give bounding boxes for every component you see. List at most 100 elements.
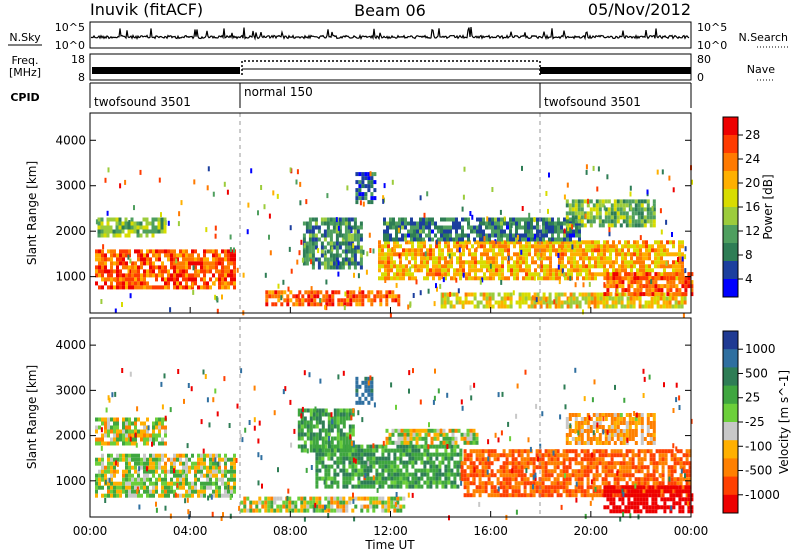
power-region: [265, 290, 401, 307]
ytick-label: 3000: [55, 383, 86, 397]
colorbar-swatch: [723, 476, 738, 496]
cpid-mode-2: normal 150: [244, 85, 313, 99]
nave-tick-low: 0: [697, 71, 704, 84]
power-region: [378, 240, 684, 281]
colorbar-swatch: [723, 243, 738, 262]
freq-band-left: [92, 67, 240, 74]
ytick-label: 1000: [55, 474, 86, 488]
colorbar-tick-label: 1000: [745, 342, 776, 356]
colorbar-swatch: [723, 440, 738, 459]
colorbar-tick-label: 500: [745, 366, 768, 380]
velocity-colorbar: 1000 500 25 -25 -100 -500 -1000 Velocity [m s^…: [722, 330, 791, 514]
cpid-label: CPID: [10, 91, 39, 104]
beam-title: Beam 06: [354, 1, 426, 20]
power-colorbar-title: Power [dB]: [761, 174, 775, 239]
power-region: [383, 217, 581, 242]
xtick-label: 08:00: [273, 524, 308, 538]
colorbar-tick-label: 8: [745, 248, 753, 262]
velocity-ylabel: Slant Range [km]: [25, 365, 39, 469]
velocity-region: [565, 413, 656, 445]
colorbar-swatch: [723, 225, 738, 244]
colorbar-tick-label: 28: [745, 128, 760, 142]
ytick-label: 4000: [55, 133, 86, 147]
velocity-region: [315, 444, 463, 489]
colorbar-tick-label: 16: [745, 200, 760, 214]
colorbar-swatch: [723, 261, 738, 280]
colorbar-swatch: [723, 458, 738, 478]
nsearch-tick-high: 10^5: [697, 21, 727, 34]
xtick-label: 16:00: [473, 524, 508, 538]
nave-line: [241, 60, 541, 75]
power-scatter: [95, 164, 693, 318]
cpid-mode-1: twofsound 3501: [94, 95, 191, 109]
power-region: [95, 249, 236, 290]
velocity-yaxis: 4000 3000 2000 1000: [55, 338, 691, 488]
velocity-xaxis: 00:00 04:00 08:00 12:00 16:00 20:00 00:00: [73, 511, 709, 538]
nave-label: Nave: [747, 63, 775, 76]
colorbar-swatch: [723, 331, 738, 350]
power-region: [603, 272, 694, 297]
power-colorbar: 28 24 20 16 12 8 4 Power [dB]: [722, 116, 775, 298]
colorbar-tick-label: -100: [745, 439, 772, 453]
freq-tick-low: 8: [78, 71, 85, 84]
colorbar-swatch: [723, 207, 738, 226]
colorbar-swatch: [723, 135, 738, 154]
power-regions: [95, 164, 694, 318]
freq-tick-high: 18: [71, 53, 85, 66]
nsearch-tick-low: 10^0: [697, 39, 727, 52]
freq-band-right: [540, 67, 691, 74]
colorbar-swatch: [723, 385, 738, 405]
colorbar-swatch: [723, 349, 738, 368]
xtick-label: 00:00: [674, 524, 709, 538]
velocity-colorbar-swatches: [723, 331, 738, 514]
velocity-region: [95, 453, 236, 498]
colorbar-tick-label: 25: [745, 391, 760, 405]
nsearch-label: N.Search: [738, 31, 788, 44]
cpid-mode-3: twofsound 3501: [544, 95, 641, 109]
power-panel: 4000 3000 2000 1000 Slant Range [km]: [25, 112, 694, 318]
velocity-colorbar-ticks: 1000 500 25 -25 -100 -500 -1000: [738, 342, 780, 502]
colorbar-swatch: [723, 403, 738, 423]
xaxis-title: Time UT: [364, 538, 415, 552]
colorbar-swatch: [723, 279, 738, 298]
ytick-label: 2000: [55, 224, 86, 238]
velocity-scatter: [100, 367, 693, 522]
nave-tick-high: 80: [697, 53, 711, 66]
nsky-panel: N.Sky 10^5 10^0 10^5 10^0 N.Search: [8, 21, 788, 52]
power-colorbar-ticks: 28 24 20 16 12 8 4: [738, 128, 760, 286]
xtick-label: 20:00: [574, 524, 609, 538]
colorbar-swatch: [723, 171, 738, 190]
velocity-regions: [95, 367, 694, 522]
colorbar-tick-label: 12: [745, 224, 760, 238]
power-region: [565, 199, 656, 228]
velocity-region: [603, 485, 694, 514]
velocity-colorbar-title: Velocity [m s^-1]: [777, 370, 791, 474]
nsky-tick-high: 10^5: [55, 21, 85, 34]
power-xticks: [89, 307, 692, 313]
xtick-label: 04:00: [173, 524, 208, 538]
xtick-label: 12:00: [373, 524, 408, 538]
nsky-trace: [90, 27, 690, 41]
colorbar-tick-label: -500: [745, 464, 772, 478]
colorbar-swatch: [723, 422, 738, 441]
station-title: Inuvik (fitACF): [90, 0, 203, 19]
freq-label: Freq.: [11, 54, 38, 67]
ytick-label: 2000: [55, 429, 86, 443]
velocity-region: [95, 417, 167, 446]
colorbar-swatch: [723, 494, 738, 514]
colorbar-swatch: [723, 189, 738, 208]
ytick-label: 3000: [55, 179, 86, 193]
power-region: [97, 217, 167, 238]
nsky-label: N.Sky: [9, 31, 41, 44]
colorbar-swatch: [723, 367, 738, 387]
nsky-tick-low: 10^0: [55, 39, 85, 52]
colorbar-tick-label: 24: [745, 152, 760, 166]
power-yaxis: 4000 3000 2000 1000: [55, 133, 691, 284]
ytick-label: 1000: [55, 270, 86, 284]
ytick-label: 4000: [55, 338, 86, 352]
colorbar-swatch: [723, 117, 738, 136]
cpid-row: CPID twofsound 3501 normal 150 twofsound…: [10, 82, 692, 109]
power-ylabel: Slant Range [km]: [25, 161, 39, 265]
date-title: 05/Nov/2012: [588, 0, 691, 19]
